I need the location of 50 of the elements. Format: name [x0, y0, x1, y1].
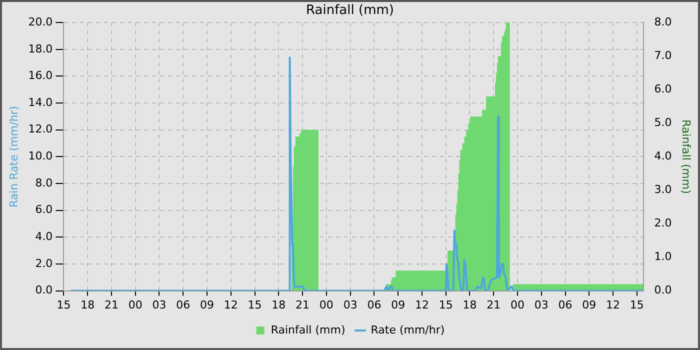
x-tick-label: 21 — [296, 298, 310, 312]
x-tick-label: 21 — [104, 298, 118, 312]
legend-label: Rainfall (mm) — [270, 323, 346, 336]
legend-label: Rate (mm/hr) — [370, 323, 445, 336]
y2-tick-label: 4.0 — [654, 150, 672, 163]
x-tick-label: 15 — [56, 298, 71, 312]
y2-tick-label: 3.0 — [654, 183, 672, 196]
y-tick-label: 12.0 — [28, 122, 53, 136]
x-tick-label: 03 — [152, 298, 166, 312]
x-tick-label: 15 — [630, 298, 644, 312]
y-tick-label: 8.0 — [35, 176, 53, 190]
y2-axis-title: Rainfall (mm) — [680, 119, 693, 194]
y2-tick-label: 1.0 — [654, 250, 672, 264]
x-tick-label: 09 — [391, 298, 406, 312]
x-tick-label: 12 — [606, 298, 620, 312]
y2-tick-label: 0.0 — [654, 284, 672, 297]
x-tick-label: 06 — [367, 298, 382, 312]
y-tick-label: 4.0 — [35, 230, 53, 244]
y2-tick-label: 2.0 — [654, 216, 672, 230]
y2-tick-label: 5.0 — [654, 116, 672, 130]
chart-title: Rainfall (mm) — [306, 3, 394, 18]
x-tick-label: 15 — [248, 298, 262, 312]
y-tick-label: 14.0 — [28, 96, 53, 109]
y-tick-label: 18.0 — [28, 42, 53, 56]
y2-tick-label: 6.0 — [654, 82, 672, 96]
x-tick-label: 03 — [343, 298, 358, 312]
x-tick-label: 12 — [224, 298, 238, 312]
x-tick-label: 03 — [534, 298, 548, 312]
x-tick-label: 18 — [272, 298, 286, 312]
x-tick-label: 15 — [438, 298, 453, 312]
x-tick-label: 00 — [319, 298, 334, 312]
x-tick-label: 00 — [128, 298, 142, 312]
x-tick-label: 09 — [582, 298, 596, 312]
x-tick-label: 06 — [558, 298, 572, 312]
y-tick-label: 20.0 — [28, 15, 53, 28]
y-tick-label: 16.0 — [28, 69, 53, 82]
x-tick-label: 21 — [486, 298, 501, 312]
y-axis-title: Rain Rate (mm/hr) — [7, 106, 20, 208]
x-tick-label: 18 — [80, 298, 95, 312]
y2-tick-label: 7.0 — [654, 48, 672, 62]
x-tick-label: 18 — [462, 298, 477, 312]
x-tick-label: 06 — [176, 298, 190, 312]
y-tick-label: 10.0 — [28, 150, 53, 163]
x-tick-label: 12 — [414, 298, 429, 312]
y2-tick-label: 8.0 — [654, 15, 672, 28]
y-tick-label: 6.0 — [35, 203, 53, 216]
x-tick-label: 09 — [200, 298, 214, 312]
y-tick-label: 0.0 — [35, 284, 53, 297]
y-tick-label: 2.0 — [35, 256, 53, 270]
x-tick-label: 00 — [510, 298, 525, 312]
